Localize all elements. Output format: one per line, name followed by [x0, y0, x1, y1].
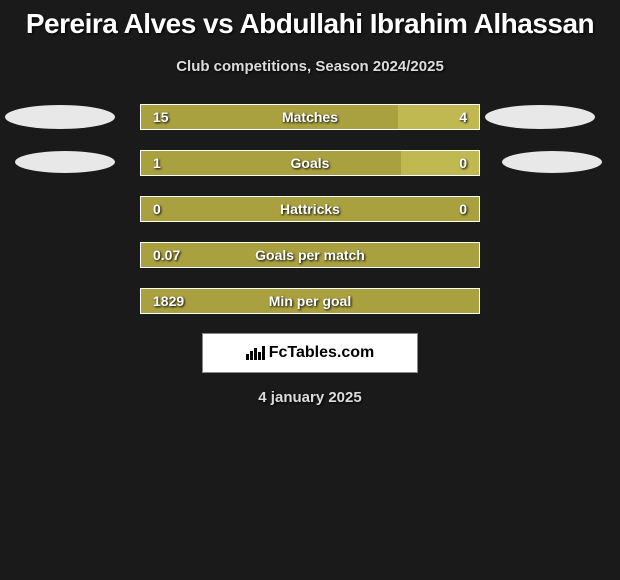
- stat-bar: Goals10: [140, 150, 480, 176]
- stat-bar-left: [141, 289, 479, 313]
- branding-text: FcTables.com: [269, 344, 375, 362]
- comparison-chart: Matches154Goals10Hattricks00Goals per ma…: [0, 103, 620, 315]
- stat-row: Matches154: [0, 103, 620, 131]
- stat-bar-right: [401, 151, 479, 175]
- stat-value-left: 1829: [153, 293, 184, 309]
- stat-row: Goals per match0.07: [0, 241, 620, 269]
- stat-bar-left: [141, 197, 479, 221]
- stat-bar: Min per goal1829: [140, 288, 480, 314]
- stat-value-left: 15: [153, 109, 169, 125]
- player-left-marker: [5, 105, 115, 129]
- stat-bar-left: [141, 105, 398, 129]
- bars-icon: [246, 346, 265, 360]
- player-right-marker: [502, 151, 602, 173]
- stat-row: Goals10: [0, 149, 620, 177]
- stat-value-right: 4: [459, 109, 467, 125]
- stat-bar: Hattricks00: [140, 196, 480, 222]
- stat-value-left: 1: [153, 155, 161, 171]
- generated-date: 4 january 2025: [0, 389, 620, 406]
- player-left-marker: [15, 151, 115, 173]
- stat-value-right: 0: [459, 201, 467, 217]
- stat-bar-left: [141, 243, 479, 267]
- stat-bar: Matches154: [140, 104, 480, 130]
- stat-value-left: 0: [153, 201, 161, 217]
- branding-box: FcTables.com: [202, 333, 418, 373]
- stat-row: Hattricks00: [0, 195, 620, 223]
- comparison-title: Pereira Alves vs Abdullahi Ibrahim Alhas…: [0, 0, 620, 40]
- stat-bar: Goals per match0.07: [140, 242, 480, 268]
- stat-value-right: 0: [459, 155, 467, 171]
- player-right-marker: [485, 105, 595, 129]
- stat-row: Min per goal1829: [0, 287, 620, 315]
- stat-bar-left: [141, 151, 401, 175]
- stat-value-left: 0.07: [153, 247, 180, 263]
- comparison-subtitle: Club competitions, Season 2024/2025: [0, 58, 620, 75]
